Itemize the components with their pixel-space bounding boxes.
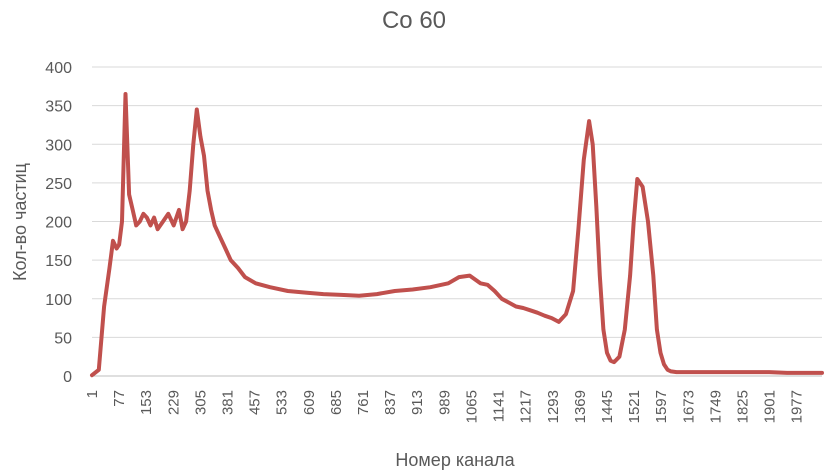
x-tick-label: 1369: [572, 390, 589, 423]
y-axis-label: Кол-во частиц: [10, 163, 30, 281]
x-tick-label: 1217: [518, 390, 535, 423]
x-tick-label: 609: [301, 390, 318, 415]
y-tick-labels: 0 50 100 150 200 250 300 350 400: [45, 60, 72, 386]
y-tick-label: 400: [45, 60, 72, 77]
x-tick-label: 1977: [789, 390, 806, 423]
x-axis-label: Номер канала: [395, 450, 515, 470]
x-tick-label: 1293: [545, 390, 562, 423]
x-tick-label: 837: [382, 390, 399, 415]
x-tick-label: 989: [436, 390, 453, 415]
y-tick-label: 100: [45, 292, 72, 309]
x-tick-label: 1521: [626, 390, 643, 423]
x-tick-label: 1141: [491, 390, 508, 422]
y-tick-label: 150: [45, 253, 72, 270]
x-tick-label: 913: [409, 390, 426, 415]
x-tick-label: 77: [111, 390, 128, 407]
x-tick-label: 685: [328, 390, 345, 415]
chart-title: Co 60: [382, 7, 446, 34]
y-tick-label: 300: [45, 137, 72, 154]
x-tick-label: 1445: [599, 390, 616, 423]
x-tick-label: 153: [138, 390, 155, 415]
x-tick-label: 1597: [653, 390, 670, 423]
x-tick-label: 533: [274, 390, 291, 415]
x-tick-label: 457: [247, 390, 264, 415]
y-tick-label: 200: [45, 215, 72, 232]
grid: [92, 66, 822, 377]
x-tick-label: 1065: [463, 390, 480, 423]
y-tick-label: 0: [63, 369, 72, 386]
x-tick-label: 305: [192, 390, 209, 415]
x-tick-label: 1749: [707, 390, 724, 423]
x-tick-label: 229: [165, 390, 182, 415]
y-tick-label: 250: [45, 176, 72, 193]
series-group: [90, 92, 824, 378]
y-tick-label: 350: [45, 99, 72, 116]
x-tick-label: 1673: [680, 390, 697, 423]
x-tick-label: 1: [84, 390, 101, 398]
y-tick-label: 50: [54, 330, 72, 347]
x-tick-label: 1825: [734, 390, 751, 423]
x-tick-label: 1901: [762, 390, 779, 423]
x-tick-label: 381: [220, 390, 237, 415]
x-tick-labels: 1 77 153 229 305 381 457 533 609 685 761 837 913 989 1…: [84, 390, 806, 423]
series-line: [90, 92, 824, 378]
x-tick-label: 761: [355, 390, 372, 415]
